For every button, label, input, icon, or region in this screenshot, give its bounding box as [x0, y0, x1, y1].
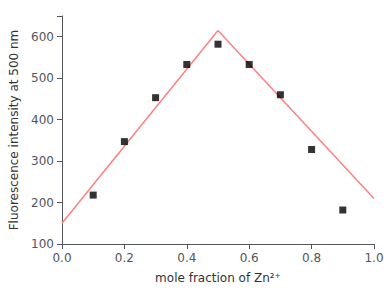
- svg-text:0.6: 0.6: [240, 251, 259, 265]
- svg-text:400: 400: [31, 113, 54, 127]
- svg-text:0.0: 0.0: [52, 251, 71, 265]
- svg-text:200: 200: [31, 196, 54, 210]
- svg-text:mole fraction of Zn²⁺: mole fraction of Zn²⁺: [155, 271, 281, 285]
- svg-text:300: 300: [31, 154, 54, 168]
- svg-text:0.2: 0.2: [115, 251, 134, 265]
- svg-text:600: 600: [31, 30, 54, 44]
- svg-text:1.0: 1.0: [364, 251, 383, 265]
- svg-text:0.8: 0.8: [302, 251, 321, 265]
- svg-text:100: 100: [31, 237, 54, 251]
- svg-text:500: 500: [31, 71, 54, 85]
- svg-text:Fluorescence intensity at 500: Fluorescence intensity at 500 nm: [7, 30, 21, 231]
- svg-text:0.4: 0.4: [177, 251, 196, 265]
